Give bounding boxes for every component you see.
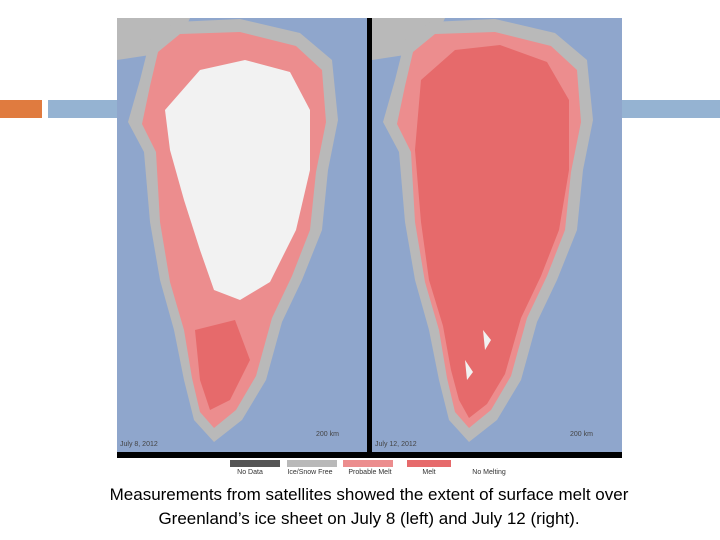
panel-date: July 12, 2012 — [375, 441, 417, 448]
legend-label: Probable Melt — [348, 469, 391, 476]
legend-label: No Melting — [472, 469, 506, 476]
caption: Measurements from satellites showed the … — [110, 485, 629, 504]
legend-label: No Data — [237, 469, 263, 476]
legend-label: Melt — [422, 469, 435, 476]
legend-label: Ice/Snow Free — [287, 469, 332, 476]
legend: No Data Ice/Snow Free Probable Melt Melt… — [230, 460, 510, 476]
panel-date: July 8, 2012 — [120, 441, 158, 448]
map-left — [117, 18, 367, 452]
accent-bar — [0, 100, 42, 118]
scale-label: 200 km — [316, 431, 339, 438]
map-image: July 8, 2012 200 km July 12, 2012 200 km — [117, 18, 622, 458]
scale-label: 200 km — [570, 431, 593, 438]
map-right — [372, 18, 622, 452]
caption: Greenland’s ice sheet on July 8 (left) a… — [158, 509, 579, 528]
